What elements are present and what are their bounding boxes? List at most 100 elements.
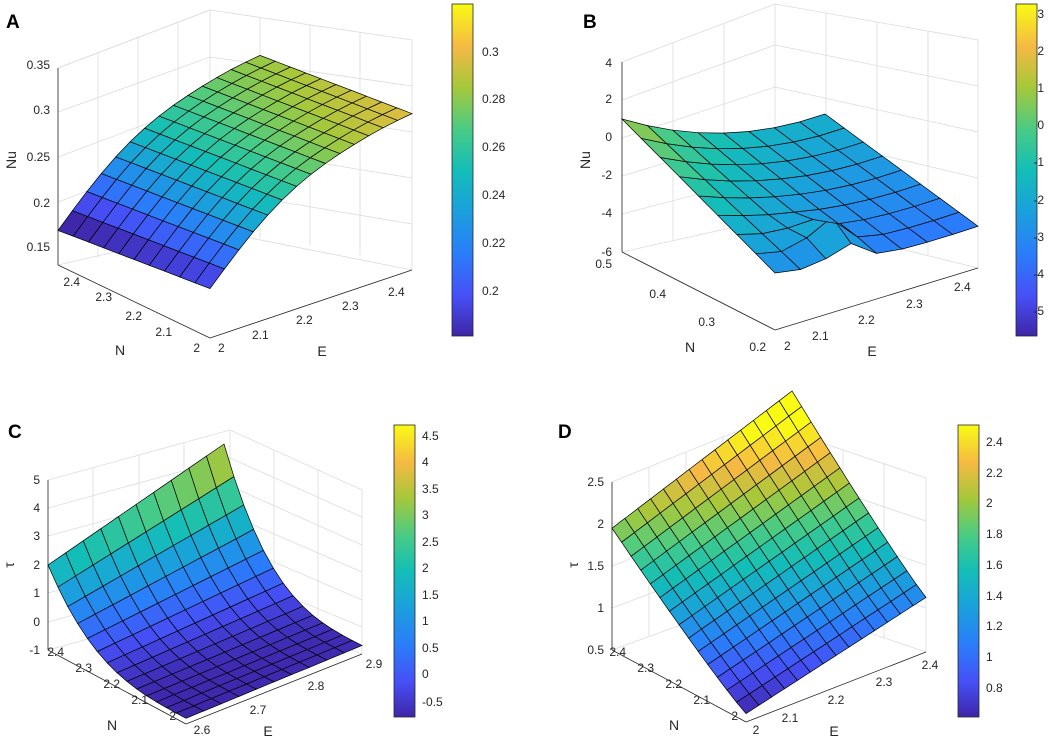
colorbar-tick-label: 1 [1037,81,1044,95]
panel-a-colorbar: 0.2 0.22 0.24 0.26 0.28 0.3 [451,3,506,337]
colorbar-tick-label: 2.2 [986,466,1003,480]
z-tick-label: 2 [605,92,612,106]
x-tick-label: 2.4 [388,285,405,299]
x-tick-label: 2.3 [342,299,359,313]
colorbar-tick-label: 1.5 [422,588,439,602]
x-axis-label: E [263,723,272,738]
z-tick-label: 0 [605,130,612,144]
x-tick-label: 2.4 [922,658,939,672]
colorbar-tick-label: 0.5 [422,641,439,655]
x-tick-label: 2.1 [782,711,799,725]
colorbar [451,3,474,337]
colorbar-tick-label: 1.4 [986,589,1003,603]
x-tick-label: 2.2 [858,313,875,327]
colorbar-tick-label: -2 [1033,193,1044,207]
panel-a-surface [57,55,413,290]
x-tick-label: 2 [784,339,791,353]
z-tick-label: 0 [33,615,40,629]
panel-d-z-ticks: 2.5 2 1.5 1 0.5 [587,475,604,657]
y-axis-label: N [107,717,117,733]
z-tick-label: 2.5 [587,475,604,489]
panel-c-z-ticks: 5 4 3 2 1 0 -1 [29,473,40,657]
x-tick-label: 2.2 [296,313,313,327]
y-tick-label: 2.4 [47,645,64,659]
colorbar-tick-label: 1.8 [986,527,1003,541]
y-tick-label: 2.3 [75,661,92,675]
colorbar-tick-label: 2 [422,561,429,575]
colorbar-tick-label: 1.6 [986,558,1003,572]
panel-d: D [558,390,1003,738]
y-tick-label: 2 [169,709,176,723]
z-tick-label: -4 [601,206,612,220]
y-tick-label: 2.2 [103,677,120,691]
y-tick-label: 2.1 [693,693,710,707]
panel-a-z-ticks: 0.35 0.3 0.25 0.2 0.15 [27,58,51,254]
x-tick-label: 2.8 [308,679,325,693]
z-tick-label: 0.2 [33,196,50,210]
x-axis-label: E [829,723,838,738]
z-axis-label: τ [565,562,581,568]
y-tick-label: 0.5 [595,257,612,271]
x-tick-label: 2.1 [252,328,269,342]
z-tick-label: 2 [33,558,40,572]
colorbar-tick-label: 0.24 [482,188,506,202]
surface-cell [47,552,76,588]
y-tick-label: 2.1 [155,325,172,339]
colorbar-tick-label: -0.5 [422,695,443,709]
y-tick-label: 2.2 [125,309,142,323]
x-tick-label: 2.1 [812,329,829,343]
colorbar-tick-label: 2 [1037,44,1044,58]
colorbar-tick-label: 0.22 [482,236,506,250]
x-tick-label: 2.2 [828,693,845,707]
panel-label: C [8,422,22,443]
colorbar-tick-label: 0.26 [482,140,506,154]
panel-label: B [583,12,597,33]
colorbar-tick-label: -4 [1033,267,1044,281]
colorbar-tick-label: 2.5 [422,535,439,549]
colorbar-tick-label: 3 [1037,7,1044,21]
panel-a-axes [57,68,413,339]
colorbar-tick-label: 2.4 [986,435,1003,449]
y-tick-label: 2.3 [637,661,654,675]
panel-label: A [6,12,20,33]
z-axis-label: Nu [577,151,593,169]
colorbar-tick-label: 4 [422,455,429,469]
y-tick-label: 2.1 [131,693,148,707]
x-axis-label: E [867,343,876,359]
colorbar-tick-label: -5 [1033,304,1044,318]
colorbar-tick-label: 0 [1037,118,1044,132]
z-tick-label: 2 [597,517,604,531]
colorbar-tick-label: -3 [1033,230,1044,244]
colorbar-tick-label: 4.5 [422,429,439,443]
panel-c-colorbar: -0.5 0 0.5 1 1.5 2 2.5 3 3.5 4 4.5 [393,424,443,718]
colorbar-tick-label: 1 [422,614,429,628]
y-tick-label: 2.4 [609,645,626,659]
colorbar-tick-label: 3 [422,508,429,522]
y-tick-label: 2 [193,341,200,355]
y-tick-label: 2.3 [95,290,112,304]
surface-cell [57,210,89,237]
x-tick-label: 2.3 [876,675,893,689]
colorbar [393,424,416,718]
x-axis-label: E [317,343,326,359]
z-tick-label: 5 [33,473,40,487]
y-tick-label: 2.4 [63,275,80,289]
colorbar-tick-label: 0.2 [482,284,499,298]
panel-b-surface [620,113,979,274]
z-tick-label: 0.5 [587,643,604,657]
x-tick-label: 2.4 [954,280,971,294]
panel-c-surface [47,443,363,719]
panel-b-y-ticks: 0.2 0.3 0.4 0.5 [595,257,766,354]
y-tick-label: 0.4 [649,287,666,301]
panel-c: C [1,422,443,738]
z-tick-label: -6 [601,245,612,259]
x-tick-label: 2.3 [906,297,923,311]
panel-d-y-ticks: 2 2.1 2.2 2.3 2.4 [609,645,738,723]
panel-d-x-ticks: 2 2.1 2.2 2.3 2.4 [753,658,939,737]
y-axis-label: N [685,339,695,355]
panel-c-y-ticks: 2 2.1 2.2 2.3 2.4 [47,645,176,723]
y-tick-label: 2.2 [665,677,682,691]
surface-cell [620,118,668,145]
colorbar-tick-label: 1.2 [986,619,1003,633]
